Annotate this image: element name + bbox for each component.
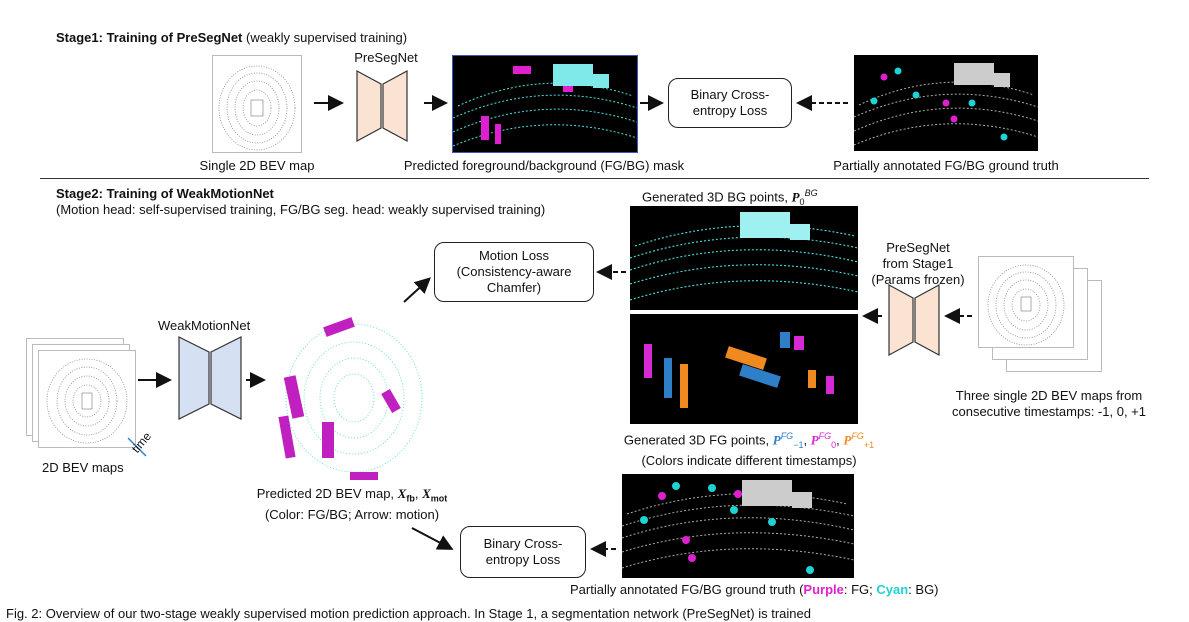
weakmotionnet-label: WeakMotionNet bbox=[158, 318, 251, 333]
bg-points-caption: Generated 3D BG points, P0BG bbox=[642, 185, 818, 210]
stage1-ground-truth bbox=[854, 55, 1038, 151]
stage1-bev-pattern bbox=[218, 65, 296, 151]
arrow-predicted-to-motionloss bbox=[403, 277, 431, 303]
weakmotionnet-network bbox=[178, 336, 242, 420]
bev-maps-front bbox=[38, 350, 136, 448]
stage1-input-caption: Single 2D BEV map bbox=[199, 158, 315, 173]
stage2-bce-loss-box: Binary Cross- entropy Loss bbox=[460, 526, 586, 578]
three-bev-pattern bbox=[987, 264, 1065, 346]
predicted-sub1: fb bbox=[406, 493, 415, 504]
stage2-presegnet-line2: from Stage1 bbox=[882, 256, 954, 271]
stage1-mask-points bbox=[453, 64, 637, 147]
predicted-caption-line1: Predicted 2D BEV map, Xfb, Xmot bbox=[256, 486, 448, 504]
stage1-gt-caption: Partially annotated FG/BG ground truth bbox=[833, 158, 1059, 173]
fg-sup-3: FG bbox=[851, 431, 864, 441]
stage2-presegnet-line3: (Params frozen) bbox=[871, 272, 965, 287]
stage2-bce-line2: entropy Loss bbox=[485, 552, 561, 567]
stage1-predicted-mask bbox=[452, 55, 638, 153]
predicted-sub2: mot bbox=[430, 493, 448, 504]
predicted-sym1: X bbox=[397, 486, 407, 501]
stage2-gt-mid1: : FG; bbox=[843, 582, 877, 597]
predicted-bev-map bbox=[268, 312, 434, 482]
stage2-gt-purple: Purple bbox=[803, 582, 844, 597]
fg-points-pattern bbox=[644, 332, 834, 408]
fg-symbol-3: P bbox=[843, 432, 852, 448]
stage1-input-bev-map bbox=[212, 55, 302, 153]
stage1-bce-loss-box: Binary Cross- entropy Loss bbox=[668, 78, 792, 128]
bg-points-pattern bbox=[630, 212, 858, 301]
predicted-sym2: X bbox=[422, 486, 431, 501]
stage2-presegnet-network bbox=[888, 284, 940, 356]
time-axis-line bbox=[127, 437, 147, 457]
motion-loss-line3: Chamfer) bbox=[486, 280, 542, 295]
fg-points-caption-text: Generated 3D FG points, bbox=[623, 432, 773, 448]
stage2-gt-points bbox=[622, 480, 854, 574]
stage2-gt-mid2: : BG) bbox=[908, 582, 939, 597]
bg-points-sup: BG bbox=[804, 188, 818, 198]
bg-points-image bbox=[630, 206, 858, 310]
fg-sup-1: FG bbox=[780, 431, 794, 441]
fg-caption-line2: (Colors indicate different timestamps) bbox=[641, 452, 857, 468]
stage2-presegnet-label: PreSegNet from Stage1 (Params frozen) bbox=[852, 240, 984, 288]
stage2-gt-caption-pre: Partially annotated FG/BG ground truth ( bbox=[570, 582, 804, 597]
stage2-gt-cyan: Cyan bbox=[876, 582, 909, 597]
three-bev-map-front bbox=[978, 256, 1074, 348]
three-maps-caption: Three single 2D BEV maps from consecutiv… bbox=[944, 388, 1154, 420]
bg-points-sub: 0 bbox=[799, 196, 805, 207]
stage1-heading: Stage1: Training of PreSegNet (weakly su… bbox=[56, 30, 407, 46]
stage-divider bbox=[40, 178, 1149, 179]
stage1-gt-points bbox=[854, 63, 1038, 146]
fg-sup-2: FG bbox=[818, 431, 832, 441]
fg-points-caption-line1: Generated 3D FG points, PFG−1, PFG0, PFG… bbox=[623, 431, 875, 450]
stage2-presegnet-line1: PreSegNet bbox=[886, 240, 950, 255]
bg-points-caption-text: Generated 3D BG points, bbox=[642, 189, 792, 205]
stage1-presegnet-label: PreSegNet bbox=[354, 50, 418, 65]
predicted-caption-text: Predicted 2D BEV map, bbox=[256, 486, 398, 501]
stage2-bce-line1: Binary Cross- bbox=[483, 536, 563, 551]
fg-points-caption: Generated 3D FG points, PFG−1, PFG0, PFG… bbox=[604, 428, 894, 469]
predicted-caption-line2: (Color: FG/BG; Arrow: motion) bbox=[264, 506, 440, 522]
fg-sub-3: +1 bbox=[863, 439, 875, 450]
three-maps-line1: Three single 2D BEV maps from bbox=[955, 388, 1143, 403]
predicted-bev-pattern bbox=[278, 317, 423, 480]
arrow-predicted-to-bce bbox=[411, 527, 454, 550]
stage2-heading: Stage2: Training of WeakMotionNet bbox=[56, 186, 274, 202]
bev-maps-caption: 2D BEV maps bbox=[42, 460, 124, 475]
stage1-mask-caption: Predicted foreground/background (FG/BG) … bbox=[403, 158, 685, 173]
stage2-subheading: (Motion head: self-supervised training, … bbox=[56, 202, 546, 217]
stage1-heading-rest: (weakly supervised training) bbox=[242, 30, 408, 45]
bg-points-symbol: P bbox=[791, 189, 800, 205]
predicted-caption: Predicted 2D BEV map, Xfb, Xmot (Color: … bbox=[222, 486, 482, 523]
stage1-bce-line2: entropy Loss bbox=[692, 103, 768, 118]
motion-loss-line2: (Consistency-aware bbox=[456, 264, 572, 279]
fg-sub-1: −1 bbox=[793, 439, 804, 450]
stage2-ground-truth bbox=[622, 474, 854, 578]
motion-loss-box: Motion Loss (Consistency-aware Chamfer) bbox=[434, 242, 594, 302]
fg-symbol-2: P bbox=[810, 432, 819, 448]
stage2-gt-caption: Partially annotated FG/BG ground truth (… bbox=[570, 582, 939, 598]
stage1-bce-line1: Binary Cross- bbox=[690, 87, 770, 102]
stage1-presegnet-network bbox=[356, 70, 408, 142]
stage1-heading-bold: Stage1: Training of PreSegNet bbox=[56, 30, 243, 45]
motion-loss-line1: Motion Loss bbox=[478, 248, 550, 263]
fg-sub-2: 0 bbox=[831, 439, 837, 450]
fg-symbol-1: P bbox=[772, 432, 781, 448]
fg-points-image bbox=[630, 314, 858, 424]
bev-maps-pattern bbox=[46, 358, 128, 444]
stage2-heading-bold: Stage2: Training of WeakMotionNet bbox=[56, 186, 274, 201]
three-maps-line2: consecutive timestamps: -1, 0, +1 bbox=[951, 404, 1146, 419]
